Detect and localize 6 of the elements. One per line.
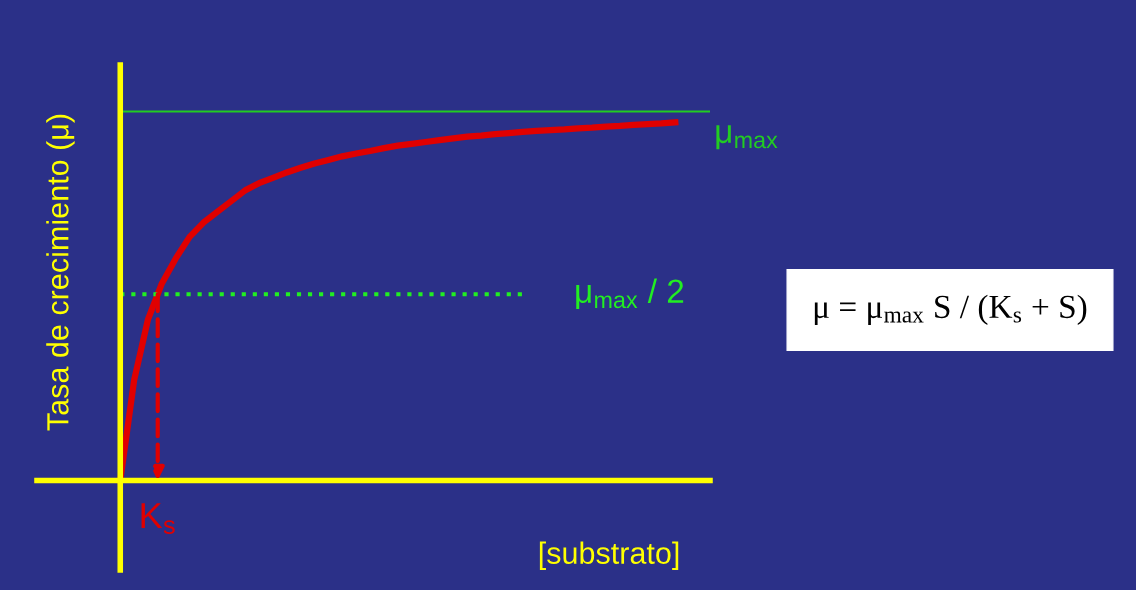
text: μ = μ$_{max}$ S / (K$_{s}$ + S)	[814, 294, 1087, 325]
y-axis-title: Tasa de crecimiento (μ)	[46, 114, 75, 431]
text: K$_{s}$	[141, 503, 175, 535]
ref-line-label: μ$_{max}$	[716, 125, 778, 150]
ref-line-label: μ$_{max}$ / 2	[576, 278, 684, 310]
x-axis-title: [substrato]	[539, 541, 679, 570]
